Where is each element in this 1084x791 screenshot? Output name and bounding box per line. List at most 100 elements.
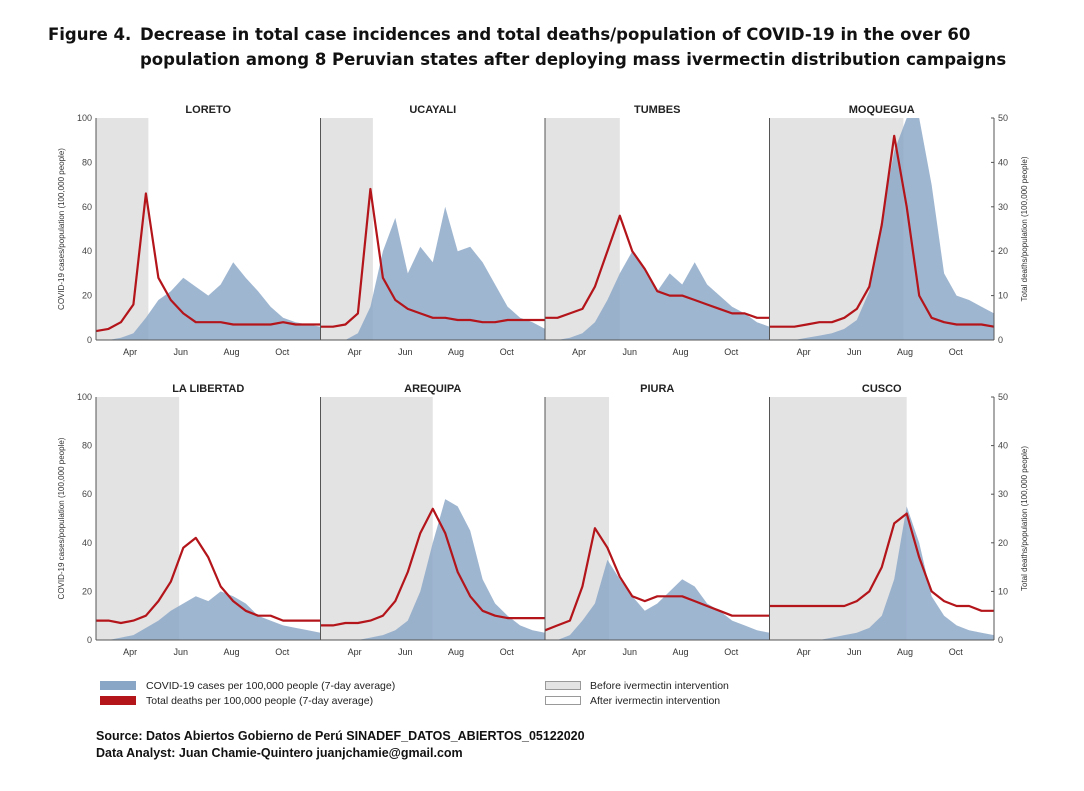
x-tick-cusco-aug: Aug xyxy=(897,647,913,657)
left-tick-row1-0: 0 xyxy=(87,335,92,345)
right-tick-row2-30: 30 xyxy=(998,489,1008,499)
right-tick-row1-40: 40 xyxy=(998,157,1008,167)
x-tick-arequipa-apr: Apr xyxy=(348,647,362,657)
right-tick-row2-50: 50 xyxy=(998,392,1008,402)
x-tick-loreto-oct: Oct xyxy=(275,347,290,357)
figure-title: Figure 4. Decrease in total case incidenc… xyxy=(48,22,1058,72)
x-tick-moquegua-jun: Jun xyxy=(847,347,862,357)
x-tick-moquegua-apr: Apr xyxy=(797,347,811,357)
legend-label-cases: COVID-19 cases per 100,000 people (7-day… xyxy=(146,680,396,692)
x-tick-loreto-aug: Aug xyxy=(224,347,240,357)
x-tick-piura-aug: Aug xyxy=(673,647,689,657)
cases-area-la-libertad xyxy=(96,591,321,640)
x-tick-ucayali-aug: Aug xyxy=(448,347,464,357)
x-tick-la-libertad-apr: Apr xyxy=(123,647,137,657)
left-tick-row1-40: 40 xyxy=(82,246,92,256)
x-tick-cusco-apr: Apr xyxy=(797,647,811,657)
x-tick-moquegua-oct: Oct xyxy=(949,347,964,357)
panel-title-la-libertad: LA LIBERTAD xyxy=(172,383,244,395)
left-tick-row1-60: 60 xyxy=(82,202,92,212)
left-tick-row1-20: 20 xyxy=(82,291,92,301)
legend-swatch-after xyxy=(545,696,581,705)
cases-area-ucayali xyxy=(320,206,545,340)
deaths-line-piura xyxy=(544,527,770,632)
legend-swatch-before xyxy=(545,681,581,690)
x-tick-piura-jun: Jun xyxy=(623,647,638,657)
right-tick-row1-30: 30 xyxy=(998,202,1008,212)
deaths-line-cusco xyxy=(769,512,994,612)
left-tick-row2-60: 60 xyxy=(82,489,92,499)
right-axis-label-row-2: Total deaths/population (100,000 people) xyxy=(1020,446,1029,591)
figure-label: Figure 4. xyxy=(48,25,132,44)
figure-title-line2: population among 8 Peruvian states after… xyxy=(140,50,1007,69)
x-tick-la-libertad-aug: Aug xyxy=(224,647,240,657)
deaths-line-tumbes xyxy=(545,214,770,319)
left-tick-row1-80: 80 xyxy=(82,157,92,167)
cases-area-loreto xyxy=(96,262,321,340)
panel-title-ucayali: UCAYALI xyxy=(409,104,456,116)
x-tick-cusco-jun: Jun xyxy=(847,647,862,657)
left-tick-row1-100: 100 xyxy=(77,113,92,123)
left-axis-label-row-1: COVID-19 cases/population (100,000 peopl… xyxy=(57,148,66,310)
panel-title-loreto: LORETO xyxy=(185,104,231,116)
x-tick-arequipa-oct: Oct xyxy=(500,647,515,657)
panel-title-piura: PIURA xyxy=(640,383,674,395)
x-tick-tumbes-aug: Aug xyxy=(673,347,689,357)
panel-title-arequipa: AREQUIPA xyxy=(404,383,461,395)
x-tick-cusco-oct: Oct xyxy=(949,647,964,657)
right-tick-row1-0: 0 xyxy=(998,335,1003,345)
left-tick-row2-40: 40 xyxy=(82,538,92,548)
cases-area-piura xyxy=(545,559,770,640)
left-tick-row2-20: 20 xyxy=(82,586,92,596)
x-tick-piura-apr: Apr xyxy=(572,647,586,657)
cases-area-tumbes xyxy=(545,251,770,340)
before-shading-arequipa xyxy=(320,397,433,640)
right-tick-row1-10: 10 xyxy=(998,291,1008,301)
cases-area-arequipa xyxy=(320,499,545,640)
x-tick-arequipa-jun: Jun xyxy=(398,647,413,657)
figure-title-line1: Decrease in total case incidences and to… xyxy=(140,25,971,44)
before-shading-la-libertad xyxy=(96,397,180,640)
before-shading-ucayali xyxy=(320,118,373,340)
deaths-line-moquegua xyxy=(769,134,995,328)
before-shading-loreto xyxy=(96,118,149,340)
left-tick-row2-100: 100 xyxy=(77,392,92,402)
x-tick-tumbes-apr: Apr xyxy=(572,347,586,357)
x-tick-la-libertad-jun: Jun xyxy=(174,647,189,657)
x-tick-ucayali-jun: Jun xyxy=(398,347,413,357)
deaths-line-la-libertad xyxy=(96,536,321,625)
panel-title-cusco: CUSCO xyxy=(862,383,902,395)
legend-label-after: After ivermectin intervention xyxy=(590,695,721,707)
right-tick-row2-0: 0 xyxy=(998,635,1003,645)
x-tick-tumbes-jun: Jun xyxy=(623,347,638,357)
x-tick-moquegua-aug: Aug xyxy=(897,347,913,357)
x-tick-la-libertad-oct: Oct xyxy=(275,647,290,657)
x-tick-tumbes-oct: Oct xyxy=(724,347,739,357)
x-tick-arequipa-aug: Aug xyxy=(448,647,464,657)
deaths-line-arequipa xyxy=(320,507,545,627)
legend-swatch-deaths xyxy=(100,696,136,705)
legend-label-deaths: Total deaths per 100,000 people (7-day a… xyxy=(146,695,374,707)
deaths-line-ucayali xyxy=(320,187,545,328)
right-axis-label-row-1: Total deaths/population (100,000 people) xyxy=(1020,156,1029,301)
legend-label-before: Before ivermectin intervention xyxy=(590,680,729,692)
left-tick-row2-80: 80 xyxy=(82,441,92,451)
right-tick-row2-20: 20 xyxy=(998,538,1008,548)
right-tick-row1-50: 50 xyxy=(998,113,1008,123)
right-tick-row2-40: 40 xyxy=(998,441,1008,451)
panel-title-moquegua: MOQUEGUA xyxy=(849,104,915,116)
left-tick-row2-0: 0 xyxy=(87,635,92,645)
cases-area-cusco xyxy=(769,506,994,640)
x-tick-loreto-jun: Jun xyxy=(174,347,189,357)
right-tick-row2-10: 10 xyxy=(998,586,1008,596)
x-tick-piura-oct: Oct xyxy=(724,647,739,657)
legend-swatch-cases xyxy=(100,681,136,690)
analyst-note: Data Analyst: Juan Chamie-Quintero juanj… xyxy=(96,746,463,760)
before-shading-cusco xyxy=(769,397,907,640)
right-tick-row1-20: 20 xyxy=(998,246,1008,256)
x-tick-ucayali-apr: Apr xyxy=(348,347,362,357)
x-tick-loreto-apr: Apr xyxy=(123,347,137,357)
deaths-line-loreto xyxy=(95,192,321,333)
x-tick-ucayali-oct: Oct xyxy=(500,347,515,357)
